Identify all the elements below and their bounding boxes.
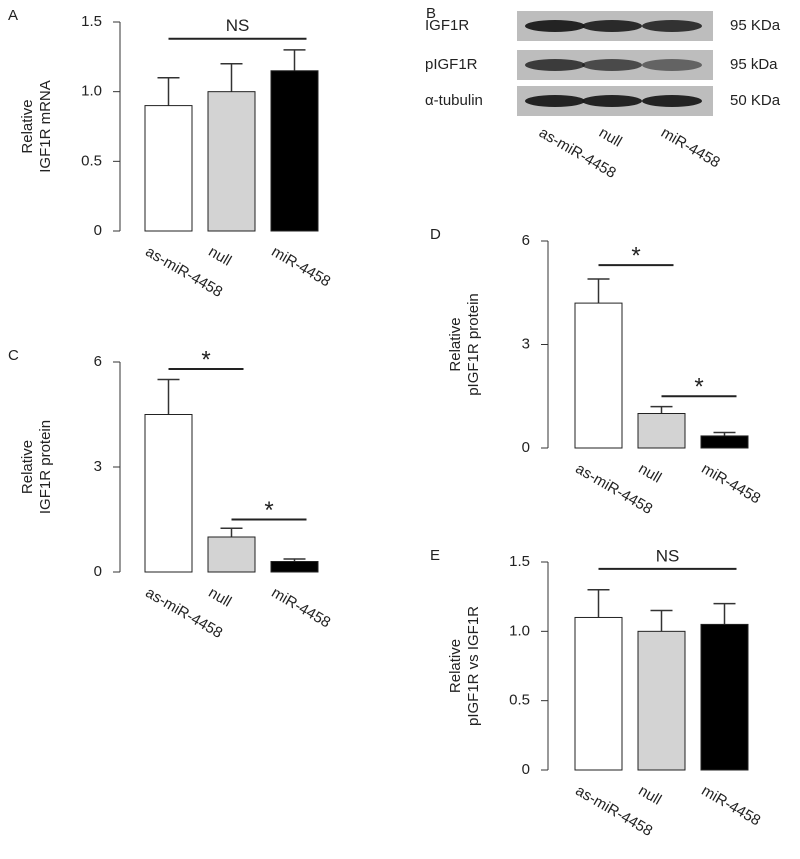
x-tick-label: miR-4458	[269, 243, 334, 290]
y-axis-label: IGF1R mRNA	[37, 80, 54, 173]
y-axis-label: pIGF1R protein	[465, 293, 482, 396]
significance-label: NS	[656, 546, 680, 565]
blot-band	[525, 20, 585, 32]
y-tick-label: 0	[94, 222, 102, 239]
blot-band	[582, 20, 642, 32]
panel-label: C	[8, 347, 19, 364]
y-tick-label: 0.5	[509, 692, 530, 709]
y-tick-label: 0	[94, 563, 102, 580]
bar	[574, 302, 623, 449]
x-tick-label: null	[206, 584, 235, 610]
x-tick-label: miR-4458	[699, 782, 764, 829]
panel-label: E	[430, 547, 440, 564]
x-tick-label: miR-4458	[699, 460, 764, 507]
bar	[207, 536, 256, 573]
significance-label: *	[694, 374, 703, 401]
bar	[700, 435, 749, 449]
blot-row-label: pIGF1R	[425, 56, 478, 73]
y-tick-label: 3	[94, 458, 102, 475]
bar	[574, 616, 623, 771]
panel-label: B	[426, 5, 436, 22]
y-tick-label: 6	[94, 353, 102, 370]
bar	[637, 630, 686, 771]
bar	[144, 105, 193, 232]
y-axis-label: Relative	[19, 99, 36, 153]
y-tick-label: 1.5	[81, 13, 102, 30]
blot-band	[582, 95, 642, 107]
panel-label: A	[8, 7, 18, 24]
significance-label: *	[264, 497, 273, 524]
bar	[270, 70, 319, 232]
blot-band	[642, 20, 702, 32]
bar	[700, 623, 749, 771]
y-tick-label: 1.5	[509, 553, 530, 570]
bar	[207, 91, 256, 232]
y-axis-label: pIGF1R vs IGF1R	[465, 606, 482, 726]
y-tick-label: 1.0	[509, 622, 530, 639]
x-tick-label: null	[206, 243, 235, 269]
y-tick-label: 0	[522, 439, 530, 456]
blot-size-label: 50 KDa	[730, 92, 781, 109]
significance-label: *	[631, 242, 640, 269]
significance-label: *	[201, 346, 210, 373]
blot-size-label: 95 KDa	[730, 17, 781, 34]
y-axis-label: Relative	[19, 440, 36, 494]
blot-size-label: 95 kDa	[730, 56, 778, 73]
blot-band	[525, 95, 585, 107]
blot-row-label: IGF1R	[425, 17, 469, 34]
blot-band	[642, 95, 702, 107]
bar	[144, 414, 193, 573]
y-tick-label: 3	[522, 335, 530, 352]
y-axis-label: IGF1R protein	[37, 420, 54, 514]
blot-lane-label: miR-4458	[658, 124, 723, 171]
blot-band	[525, 59, 585, 71]
y-tick-label: 1.0	[81, 83, 102, 100]
bar	[637, 413, 686, 449]
y-tick-label: 0.5	[81, 152, 102, 169]
bar	[270, 561, 319, 573]
blot-band	[582, 59, 642, 71]
y-axis-label: Relative	[447, 317, 464, 371]
y-axis-label: Relative	[447, 639, 464, 693]
y-tick-label: 0	[522, 761, 530, 778]
x-tick-label: null	[636, 460, 665, 486]
blot-band	[642, 59, 702, 71]
blot-lane-label: null	[596, 124, 625, 150]
significance-label: NS	[226, 16, 250, 35]
panel-label: D	[430, 226, 441, 243]
x-tick-label: null	[636, 782, 665, 808]
y-tick-label: 6	[522, 232, 530, 249]
blot-row-label: α-tubulin	[425, 92, 483, 109]
x-tick-label: miR-4458	[269, 584, 334, 631]
